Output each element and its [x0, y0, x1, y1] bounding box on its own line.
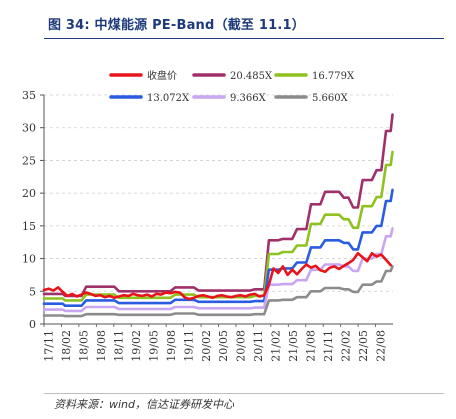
y-tick-label: 0 [29, 318, 36, 331]
x-tick-label: 21/11 [322, 330, 335, 362]
legend-label: 收盘价 [147, 69, 177, 82]
x-tick-label: 20/05 [217, 330, 230, 362]
x-tick-label: 20/08 [235, 330, 248, 362]
y-tick-label: 25 [22, 154, 36, 167]
series-line-5-660X [42, 265, 394, 318]
x-tick-label: 18/02 [60, 330, 73, 362]
legend-label: 20.485X [230, 71, 273, 82]
legend-label: 9.366X [230, 93, 267, 104]
series-line-- [42, 252, 393, 301]
y-tick-label: 20 [22, 187, 36, 200]
x-tick-label: 20/02 [200, 330, 213, 362]
source-note: 资料来源：wind，信达证券研发中心 [54, 398, 235, 411]
x-tick-label: 21/08 [304, 330, 317, 362]
x-tick-label: 22/02 [339, 330, 352, 362]
x-tick-label: 21/05 [287, 330, 300, 362]
y-tick-label: 35 [22, 89, 36, 102]
x-tick-label: 22/08 [374, 330, 387, 362]
series-line-20-485X [42, 113, 394, 298]
x-tick-label: 18/05 [78, 330, 91, 362]
x-tick-label: 19/11 [182, 330, 195, 362]
x-tick-label: 18/08 [95, 330, 108, 362]
legend-label: 13.072X [147, 93, 190, 104]
x-tick-label: 19/05 [147, 330, 160, 362]
footer-divider [44, 393, 444, 394]
legend-label: 16.779X [312, 71, 355, 82]
x-tick-label: 21/02 [270, 330, 283, 362]
axes: 0 5 10 15 20 25 30 35 17/11 18/02 18/05 18/08 18/11 1… [22, 89, 393, 362]
legend-label: 5.660X [312, 93, 349, 104]
x-tick-label: 22/05 [357, 330, 370, 362]
x-tick-label: 19/08 [165, 330, 178, 362]
y-tick-label: 5 [29, 285, 36, 298]
y-tick-label: 15 [22, 220, 36, 233]
title-divider [44, 38, 444, 39]
x-tick-label: 20/11 [252, 330, 265, 362]
x-tick-label: 19/02 [130, 330, 143, 362]
series-layer [42, 113, 394, 318]
series-line-13-072X [42, 188, 394, 308]
legend: 收盘价 20.485X 16.779X 13.072X 9.366X 5.660X [109, 69, 355, 104]
x-tick-label: 17/11 [43, 330, 56, 362]
y-tick-label: 30 [22, 122, 36, 135]
chart-title: 图 34: 中煤能源 PE-Band（截至 11.1） [48, 18, 305, 33]
x-tick-label: 18/11 [113, 330, 126, 362]
y-tick-label: 10 [22, 253, 36, 266]
